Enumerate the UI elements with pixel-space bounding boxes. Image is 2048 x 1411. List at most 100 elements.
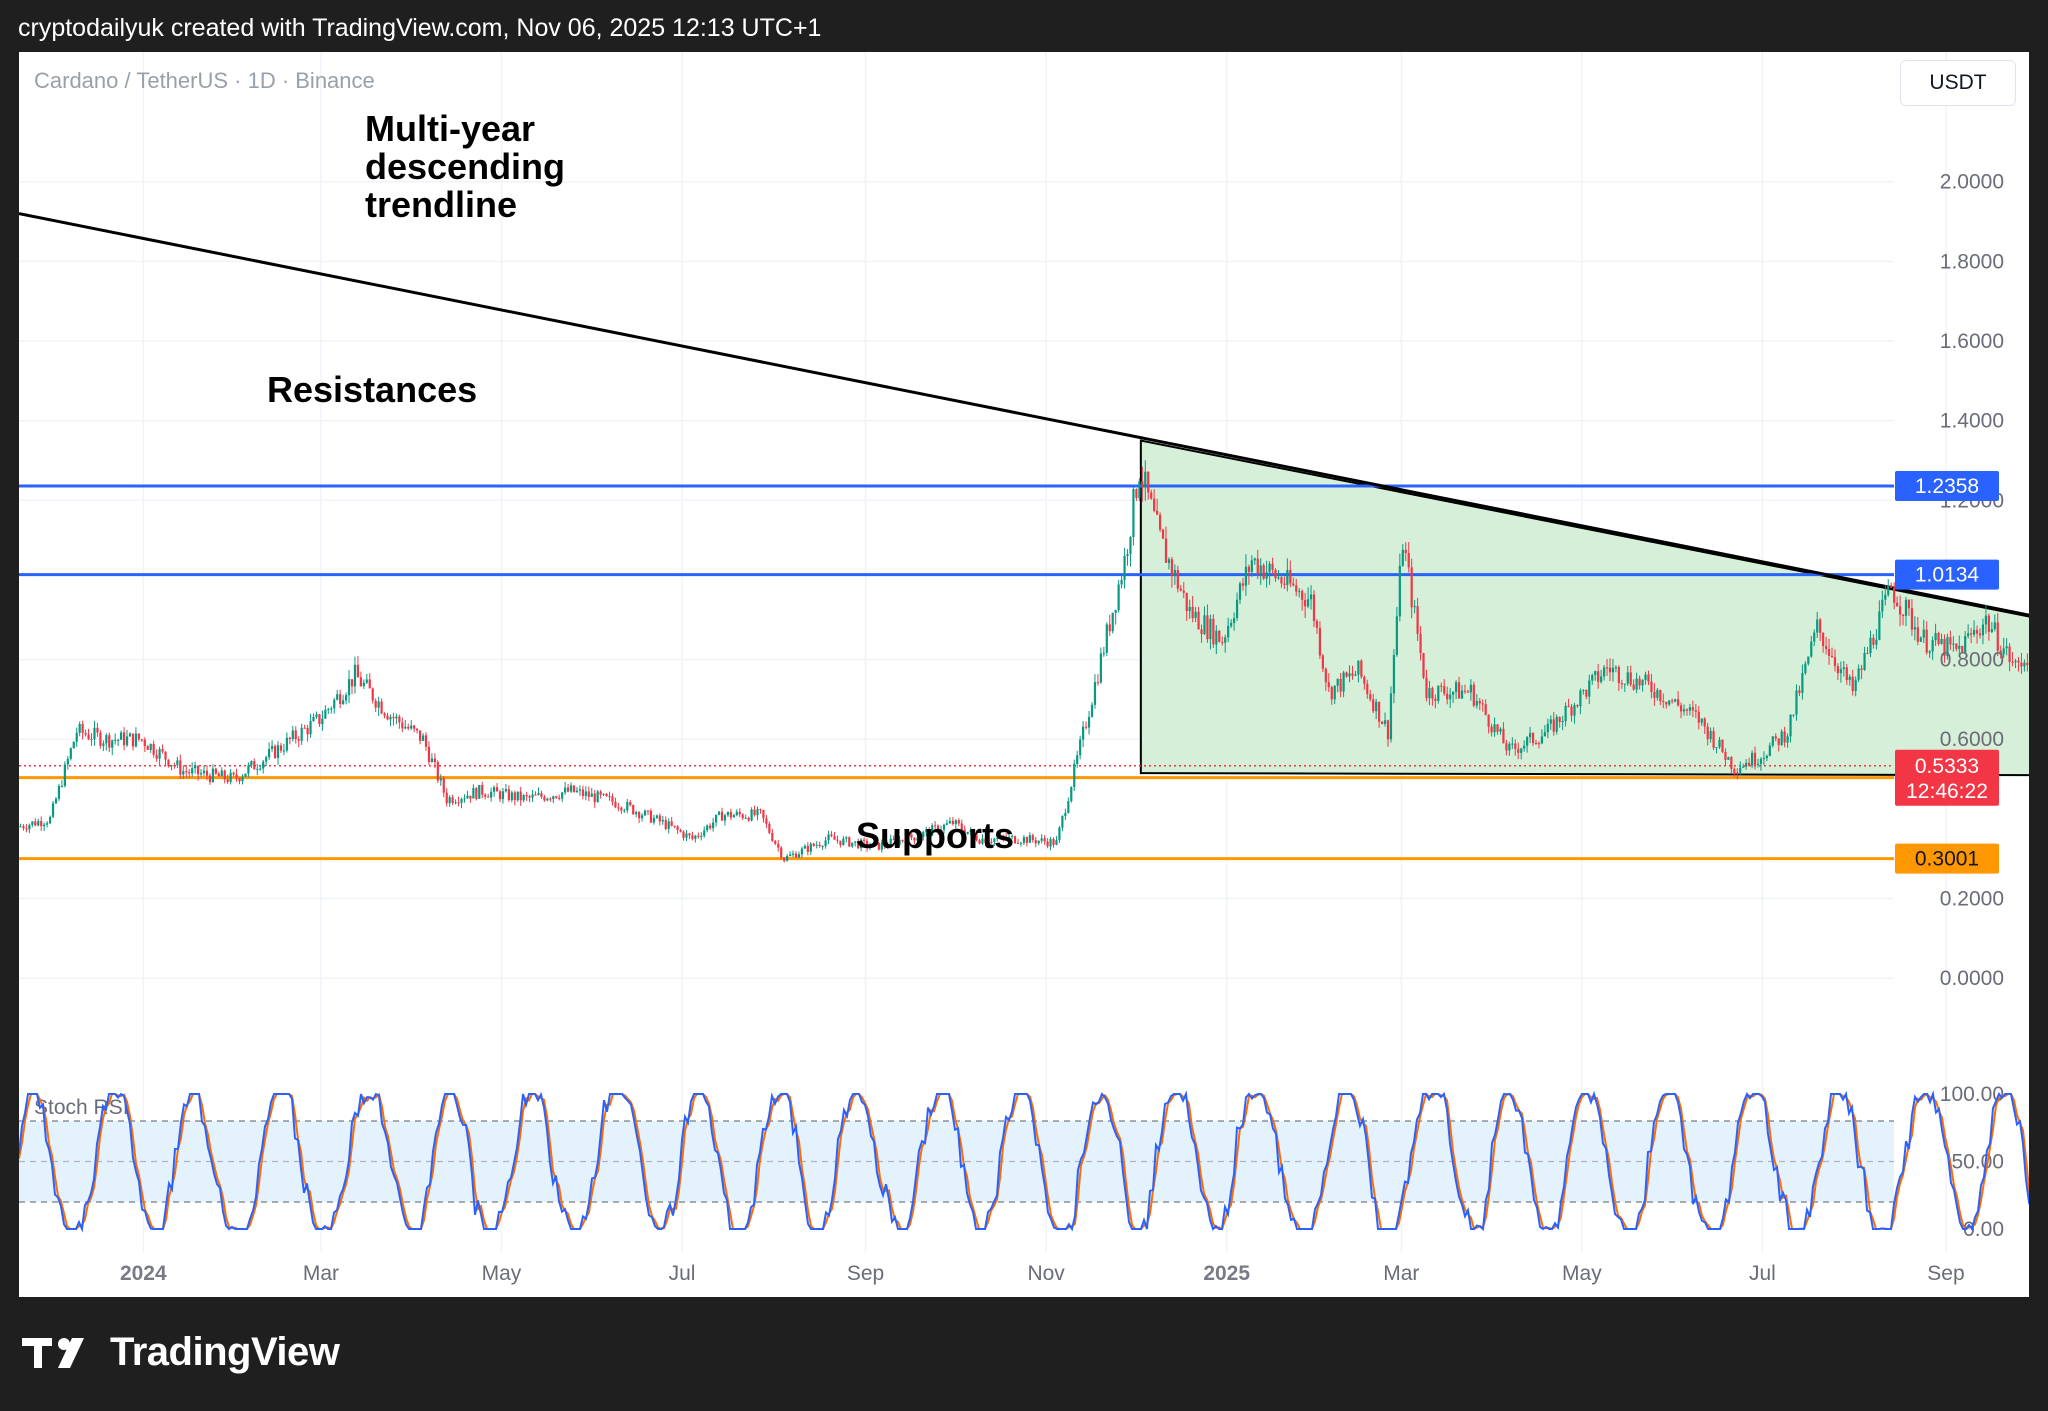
price-candle [1090,704,1094,717]
price-candle [969,830,972,832]
price-candle [1203,615,1206,635]
price-candle [1212,618,1215,645]
price-candle [519,791,522,801]
time-tick-label: May [1562,1262,1602,1285]
price-candle [1466,691,1470,693]
price-candle [1523,745,1526,749]
price-candle [1067,801,1070,813]
price-candle [886,845,889,847]
price-candle [676,826,679,830]
price-candle [1931,640,1934,652]
price-candle [57,785,61,799]
price-candle [1084,726,1088,728]
price-candle [1700,718,1703,723]
price-candle [1984,615,1988,625]
price-candle [1780,731,1783,745]
price-candle [1827,648,1831,656]
price-candle [1907,599,1911,609]
price-chart-svg[interactable]: 2.00001.80001.60001.40001.20000.80000.60… [19,52,2029,1297]
price-candle [1031,835,1034,841]
price-candle [1632,684,1635,690]
price-candle [821,846,824,848]
price-candle [1221,641,1224,643]
price-candle [1037,840,1040,844]
price-candle [788,854,792,857]
price-candle [1224,637,1227,643]
price-candle [81,724,84,733]
price-candle [247,765,250,774]
price-candle [1750,752,1754,766]
price-candle [1890,585,1893,588]
price-candle [1668,700,1671,705]
price-tick-label: 1.6000 [1940,330,2004,353]
price-candle [1792,714,1795,716]
price-candle [63,764,66,786]
price-candle [1309,594,1313,600]
price-candle [1241,583,1245,586]
price-candle [330,708,333,710]
price-candle [729,811,732,818]
price-candle [1662,701,1665,703]
price-candle [241,776,244,782]
price-candle [1457,682,1461,699]
price-candle [421,735,425,741]
price-candle [1946,637,1949,656]
current-price-countdown: 12:46:22 [1906,780,1988,803]
price-candle [1600,676,1603,682]
support-level-badge-label: 0.3001 [1915,848,1979,871]
price-candle [913,837,916,841]
price-candle [771,832,774,841]
price-candle [753,809,756,816]
price-candle [569,785,573,792]
price-candle [1795,690,1798,715]
price-candle [1537,743,1541,745]
price-tick-label: 2.0000 [1940,171,2004,194]
price-candle [883,842,886,846]
price-candle [1443,686,1446,694]
price-candle [1141,481,1144,487]
currency-selector[interactable]: USDT [1900,60,2016,106]
price-candle [1999,650,2002,655]
price-candle [1002,835,1005,838]
price-candle [857,841,860,849]
price-candle [1602,667,1606,677]
price-candle [954,820,957,825]
price-candle [611,796,614,802]
price-candle [661,819,664,822]
price-tick-label: 0.6000 [1940,728,2004,751]
price-candle [276,745,280,758]
price-candle [256,768,259,770]
price-candle [273,745,277,758]
multi-year-trendline[interactable] [19,212,2029,777]
price-candle [966,831,969,834]
price-candle [543,796,546,801]
price-candle [1967,633,1970,637]
price-candle [809,843,812,852]
price-candle [1546,723,1549,733]
price-candle [413,725,416,729]
price-candle [389,717,392,720]
price-candle [1440,685,1443,687]
current-price-badge [1895,749,1999,806]
price-candle [901,839,904,841]
price-candle [1271,563,1274,570]
price-candle [1653,691,1656,698]
price-candle [629,801,632,806]
price-candle [1774,736,1777,739]
price-candle [185,771,188,773]
price-candle [122,732,126,746]
price-candle [714,814,718,823]
price-candle [1898,606,1902,615]
price-candle [1972,629,1976,635]
chart-panel[interactable]: 2.00001.80001.60001.40001.20000.80000.60… [19,52,2029,1297]
price-candle [836,839,839,841]
price-candle [1490,726,1493,733]
price-candle [1188,606,1191,612]
price-candle [1555,716,1558,732]
price-candle [430,758,434,762]
price-candle [282,750,286,752]
price-candle [1801,673,1804,693]
price-candle [1339,678,1342,692]
price-candle [1452,691,1455,695]
price-candle [845,837,848,839]
